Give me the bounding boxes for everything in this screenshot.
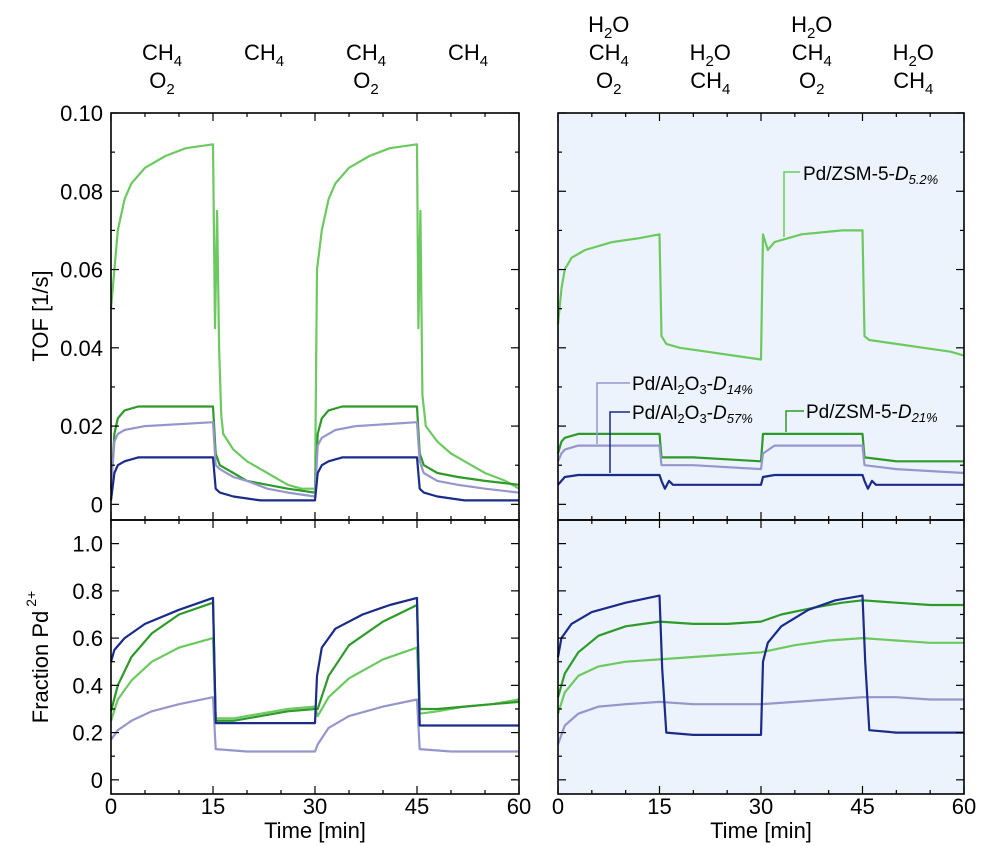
- condition-label: H2O: [588, 12, 629, 42]
- series-line-wet-fraction-al2o3_d14: [556, 696, 964, 745]
- condition-label: H2O: [690, 40, 731, 70]
- condition-label: O2: [799, 68, 824, 98]
- y-tick-label: 0.04: [60, 336, 103, 361]
- panel-wet-fraction: [556, 594, 964, 745]
- y-tick-label: 0.2: [72, 721, 103, 746]
- panel-dry-TOF: [109, 143, 520, 502]
- dry-frac-frame: [110, 519, 520, 795]
- frac-ylabel: Fraction Pd 2+: [23, 591, 53, 723]
- x-tick-label: 15: [201, 794, 225, 819]
- condition-label: H2O: [893, 40, 934, 70]
- x-tick-label: 45: [850, 794, 874, 819]
- series-line-dry-TOF-zsm5_d5: [109, 143, 520, 490]
- condition-label: CH4: [589, 40, 629, 70]
- series-line-wet-fraction-zsm5_d5: [556, 636, 964, 715]
- condition-label: CH4: [244, 40, 284, 70]
- y-tick-label: 0.08: [60, 179, 103, 204]
- y-tick-label: 0: [91, 768, 103, 793]
- series-line-dry-fraction-al2o3_d14: [110, 696, 519, 753]
- condition-label: O2: [149, 68, 174, 98]
- legend-label-zsm5-d21: Pd/ZSM-5-D21%: [806, 402, 938, 425]
- condition-label: CH4: [690, 68, 730, 98]
- x-tick-label: 0: [552, 794, 564, 819]
- tof-ylabel: TOF [1/s]: [28, 270, 53, 361]
- tick-label-layer: 0 0.02 0.04 0.06 0.08 0.10 0 0.2 0.4 0.6 0.8 1.0 0 15…: [60, 101, 976, 819]
- x-tick-label: 30: [749, 794, 773, 819]
- series-line-dry-fraction-al2o3_d57: [109, 596, 519, 727]
- condition-label: CH4: [893, 68, 933, 98]
- condition-label: CH4: [142, 40, 182, 70]
- condition-label: O2: [353, 68, 378, 98]
- series-line-wet-TOF-al2o3_d14: [556, 444, 965, 475]
- legend-label-zsm5-d5: Pd/ZSM-5-D5.2%: [803, 164, 938, 187]
- legend-leader-zsm5-d21: [785, 410, 804, 432]
- tick-layer: [110, 112, 965, 794]
- condition-label: H2O: [791, 12, 832, 42]
- y-tick-label: 0.6: [72, 626, 103, 651]
- panel-wet-TOF: [556, 229, 965, 490]
- series-line-wet-fraction-al2o3_d57: [556, 594, 964, 737]
- legend-leader-zsm5-d5: [783, 171, 800, 237]
- y-tick-label: 0.02: [60, 414, 103, 439]
- condition-label: CH4: [792, 40, 832, 70]
- series-line-dry-TOF-zsm5_d21: [109, 405, 520, 494]
- condition-label: CH4: [448, 40, 488, 70]
- x-tick-label: 60: [952, 794, 976, 819]
- condition-label: O2: [596, 68, 621, 98]
- series-line-dry-TOF-al2o3_d14: [109, 421, 520, 498]
- series-line-wet-fraction-zsm5_d21: [556, 599, 964, 698]
- x-tick-label: 0: [105, 794, 117, 819]
- panel-dry-fraction: [109, 596, 520, 753]
- series-line-wet-TOF-al2o3_d57: [557, 473, 964, 490]
- x-tick-label: 30: [303, 794, 327, 819]
- y-tick-label: 1.0: [72, 532, 103, 557]
- legend-label-al2o3-d57: Pd/Al2O3-D57%: [632, 403, 753, 426]
- frac-ylabel-main: Fraction Pd: [28, 611, 53, 724]
- series-line-dry-TOF-al2o3_d57: [109, 456, 519, 502]
- condition-label: CH4: [346, 40, 386, 70]
- legend: Pd/ZSM-5-D5.2% Pd/Al2O3-D14% Pd/Al2O3-D5…: [596, 164, 938, 473]
- x-tick-label: 15: [647, 794, 671, 819]
- y-tick-label: 0.10: [60, 101, 103, 126]
- series-layer: [109, 143, 965, 753]
- y-tick-label: 0.8: [72, 579, 103, 604]
- wet-xlabel: Time [min]: [710, 818, 812, 843]
- series-line-wet-TOF-zsm5_d5: [556, 229, 965, 361]
- y-tick-label: 0: [91, 492, 103, 517]
- y-tick-label: 0.4: [72, 673, 103, 698]
- frac-ylabel-sup: 2+: [23, 591, 39, 607]
- legend-leader-al2o3-d57: [609, 411, 630, 473]
- legend-leader-al2o3-d14: [596, 382, 630, 444]
- x-tick-label: 45: [405, 794, 429, 819]
- y-tick-label: 0.06: [60, 258, 103, 283]
- legend-label-al2o3-d14: Pd/Al2O3-D14%: [632, 374, 753, 397]
- x-tick-label: 60: [507, 794, 531, 819]
- dry-xlabel: Time [min]: [264, 818, 366, 843]
